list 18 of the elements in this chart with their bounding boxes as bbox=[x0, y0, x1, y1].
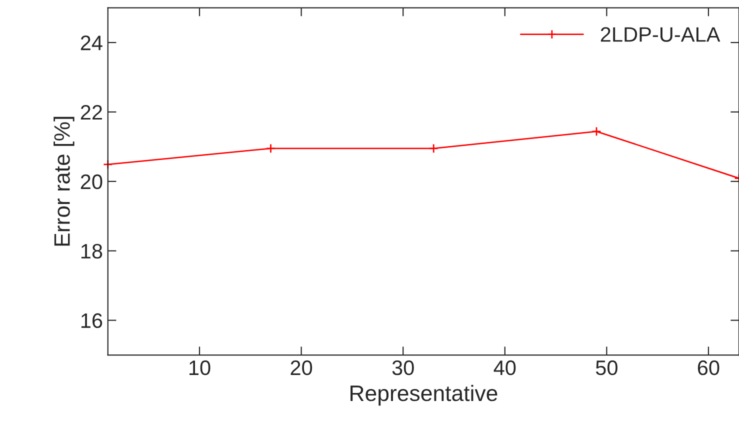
point bbox=[428, 144, 438, 154]
legend-label: 2LDP-U-ALA bbox=[600, 27, 720, 42]
x-axis-title: Representative bbox=[350, 384, 498, 406]
y-axis-title: Error rate [%] bbox=[54, 116, 74, 246]
y-tick-label: 22 bbox=[80, 104, 102, 120]
x-tick-label: 40 bbox=[494, 360, 516, 376]
x-tick-label: 10 bbox=[190, 360, 210, 376]
y-tick-label: 16 bbox=[81, 313, 102, 328]
x-tick-label: 20 bbox=[290, 360, 312, 376]
point bbox=[266, 144, 276, 154]
point bbox=[103, 160, 113, 170]
point bbox=[592, 126, 602, 136]
x-tick-label: 30 bbox=[392, 360, 414, 376]
y-tick-label: 24 bbox=[80, 36, 102, 50]
x-tick-label: 60 bbox=[698, 360, 720, 376]
y-tick-label: 18 bbox=[81, 244, 102, 259]
x-tick-label: 50 bbox=[596, 360, 618, 376]
y-tick-label: 20 bbox=[80, 174, 102, 190]
